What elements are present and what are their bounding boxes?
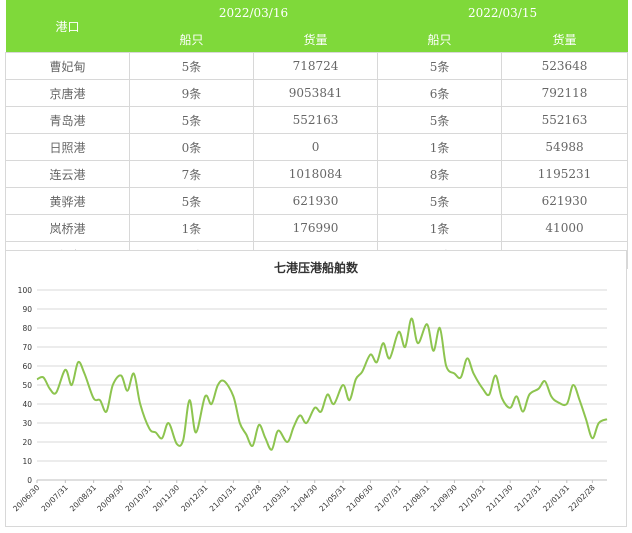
x-tick-label: 21/07/31 [373, 483, 403, 513]
cargo-cell-2: 41000 [501, 214, 629, 242]
port-column-header: 港口 [5, 0, 130, 53]
x-tick-label: 20/10/31 [124, 483, 154, 513]
date-header-2: 2022/03/15 [377, 0, 628, 26]
cargo-cell-1: 9053841 [252, 79, 379, 107]
x-tick-label: 21/08/31 [401, 483, 431, 513]
port-cell: 京唐港 [5, 79, 130, 107]
cargo-cell-2: 523648 [501, 52, 629, 80]
port-cell: 青岛港 [5, 106, 130, 134]
ships-cell-1: 5条 [129, 187, 254, 215]
port-cell: 曹妃甸 [5, 52, 130, 80]
series-line [36, 317, 608, 451]
x-tick-label: 20/12/31 [179, 483, 209, 513]
ships-header-1: 船只 [129, 26, 254, 53]
x-tick-label: 20/11/30 [151, 483, 181, 513]
cargo-cell-2: 1195231 [501, 160, 629, 188]
ships-cell-2: 5条 [377, 106, 503, 134]
y-axis-ticks: 0 10 20 30 40 50 60 70 80 90 100 [18, 286, 33, 485]
y-tick-label: 20 [22, 438, 32, 447]
x-tick-label: 21/05/31 [317, 483, 347, 513]
x-tick-label: 20/08/31 [68, 483, 98, 513]
x-tick-label: 21/09/30 [429, 483, 459, 513]
ships-cell-1: 1条 [129, 214, 254, 242]
cargo-cell-1: 718724 [252, 52, 379, 80]
ships-cell-1: 5条 [129, 52, 254, 80]
table-row: 青岛港 5条 552163 5条 552163 [5, 106, 629, 134]
cargo-header-2: 货量 [501, 26, 628, 53]
x-tick-label: 21/06/30 [345, 483, 375, 513]
y-tick-label: 60 [22, 362, 32, 371]
port-table-wrapper: 港口 2022/03/16 2022/03/15 船只 货量 船只 货量 曹妃甸… [5, 0, 629, 269]
port-cell: 连云港 [5, 160, 130, 188]
ships-cell-1: 5条 [129, 106, 254, 134]
cargo-cell-2: 54988 [501, 133, 629, 161]
date-header-1: 2022/03/16 [129, 0, 378, 26]
x-tick-label: 22/02/28 [567, 483, 597, 513]
ships-cell-1: 7条 [129, 160, 254, 188]
port-table-body: 曹妃甸 5条 718724 5条 523648 京唐港 9条 9053841 6条 792118 青… [5, 52, 629, 269]
ships-header-2: 船只 [377, 26, 502, 53]
y-tick-label: 0 [27, 476, 32, 485]
chart-panel: 七港压港船舶数 0 10 20 30 40 50 60 70 80 90 100 20/06/30 2… [5, 250, 627, 527]
port-cell: 日照港 [5, 133, 130, 161]
port-cell: 岚桥港 [5, 214, 130, 242]
ships-cell-1: 0条 [129, 133, 254, 161]
table-row: 日照港 0条 0 1条 54988 [5, 133, 629, 161]
chart-grid [37, 289, 607, 481]
ships-cell-2: 1条 [377, 214, 503, 242]
y-tick-label: 10 [22, 457, 32, 466]
y-tick-label: 70 [22, 343, 32, 352]
table-row: 曹妃甸 5条 718724 5条 523648 [5, 52, 629, 80]
cargo-cell-2: 621930 [501, 187, 629, 215]
cargo-cell-2: 792118 [501, 79, 629, 107]
cargo-cell-1: 176990 [252, 214, 379, 242]
ships-cell-2: 1条 [377, 133, 503, 161]
chart-title: 七港压港船舶数 [274, 260, 359, 275]
table-row: 黄骅港 5条 621930 5条 621930 [5, 187, 629, 215]
ships-cell-2: 6条 [377, 79, 503, 107]
table-row: 连云港 7条 1018084 8条 1195231 [5, 160, 629, 188]
x-tick-label: 20/07/31 [40, 483, 70, 513]
x-tick-label: 20/06/30 [11, 483, 41, 513]
x-tick-label: 21/03/31 [262, 483, 292, 513]
cargo-cell-1: 621930 [252, 187, 379, 215]
x-tick-label: 21/12/31 [513, 483, 543, 513]
ships-cell-2: 5条 [377, 52, 503, 80]
chart-series [36, 317, 608, 451]
x-tick-label: 20/09/30 [95, 483, 125, 513]
cargo-header-1: 货量 [253, 26, 378, 53]
y-tick-label: 50 [22, 381, 32, 390]
y-tick-label: 40 [22, 400, 32, 409]
x-tick-label: 21/02/28 [233, 483, 263, 513]
cargo-cell-1: 552163 [252, 106, 379, 134]
x-tick-label: 21/10/31 [457, 483, 487, 513]
ships-cell-2: 8条 [377, 160, 503, 188]
x-tick-label: 21/11/30 [484, 483, 514, 513]
cargo-cell-2: 552163 [501, 106, 629, 134]
port-cell: 黄骅港 [5, 187, 130, 215]
y-tick-label: 90 [22, 305, 32, 314]
x-tick-label: 21/04/30 [289, 483, 319, 513]
cargo-cell-1: 0 [252, 133, 379, 161]
ships-cell-2: 5条 [377, 187, 503, 215]
table-row: 岚桥港 1条 176990 1条 41000 [5, 214, 629, 242]
x-tick-label: 22/01/31 [541, 483, 571, 513]
ships-cell-1: 9条 [129, 79, 254, 107]
x-axis-ticks: 20/06/3020/07/3120/08/3120/09/3020/10/31… [11, 480, 597, 513]
y-tick-label: 80 [22, 324, 32, 333]
x-tick-label: 21/01/31 [208, 483, 238, 513]
table-row: 京唐港 9条 9053841 6条 792118 [5, 79, 629, 107]
cargo-cell-1: 1018084 [252, 160, 379, 188]
y-tick-label: 100 [18, 286, 33, 295]
port-table: 港口 2022/03/16 2022/03/15 船只 货量 船只 货量 曹妃甸… [5, 0, 629, 269]
y-tick-label: 30 [22, 419, 32, 428]
